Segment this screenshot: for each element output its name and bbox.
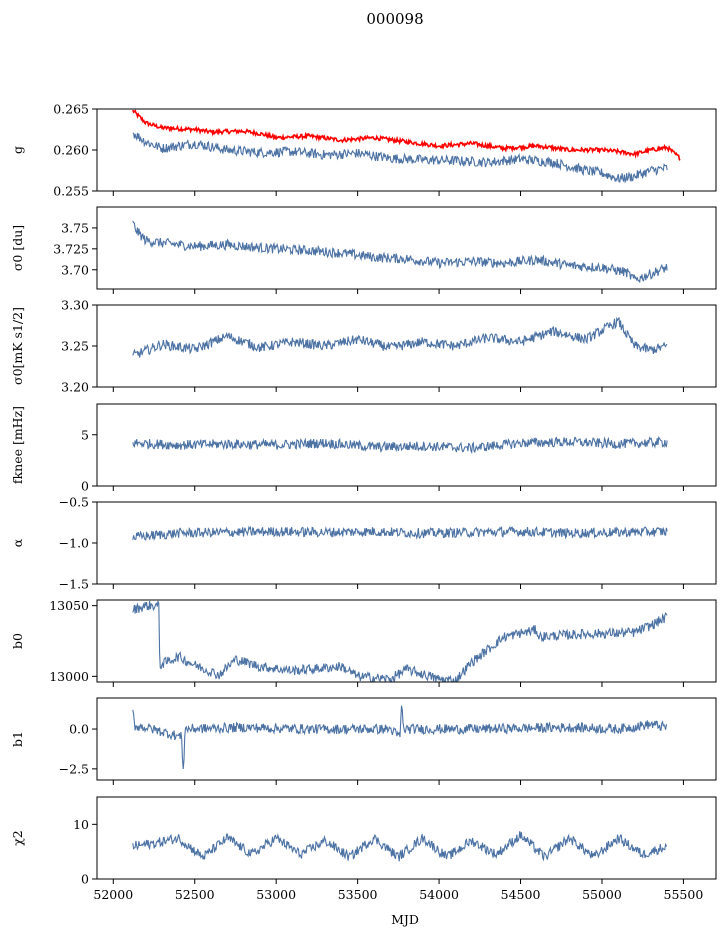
x-tick-label: 54500	[501, 887, 541, 902]
x-tick-label: 52000	[93, 887, 133, 902]
y-tick-label: 5	[81, 427, 89, 442]
series-line-1	[132, 109, 681, 161]
y-tick-label: 3.25	[61, 339, 89, 354]
y-tick-label: −1.5	[59, 577, 89, 592]
x-axis-label: MJD	[391, 912, 419, 927]
series-line-2	[132, 132, 668, 184]
axes-frame	[96, 403, 717, 487]
y-axis-label: fknee [mHz]	[10, 406, 25, 484]
axes-frame	[96, 697, 717, 781]
panel-1: 0.255 0.260 0.265 g	[10, 102, 717, 199]
y-tick-label: −2.5	[59, 761, 89, 776]
axes-frame	[96, 501, 717, 585]
axes-frame	[96, 599, 717, 683]
y-axis-label: b0	[10, 633, 25, 649]
panel-6: 13000 13050 b0	[10, 598, 717, 687]
series-line-1	[132, 435, 668, 455]
figure-title: 000098	[366, 10, 423, 28]
series-line-1	[132, 705, 668, 769]
y-axis-label: σ0[mK s1/2]	[10, 307, 25, 385]
series-line-1	[132, 831, 668, 862]
x-tick-label: 52500	[175, 887, 215, 902]
series-line-1	[132, 316, 668, 358]
panel-4: 0 5 fknee [mHz]	[10, 403, 717, 494]
y-axis-label: χ2	[10, 830, 25, 846]
y-axis-label: σ0 [du]	[10, 225, 25, 271]
axes-frame	[96, 796, 717, 880]
panel-7: −2.5 0.0 b1	[10, 697, 717, 785]
y-tick-label: 3.70	[61, 262, 89, 277]
y-tick-label: 0	[81, 479, 89, 494]
y-tick-label: 13050	[49, 598, 89, 613]
panels: 0.255 0.260 0.265 g 3.70 3.725 3.75 σ0 [du] 3.20…	[10, 102, 717, 902]
x-tick-label: 54000	[419, 887, 459, 902]
y-tick-label: 0.0	[69, 722, 89, 737]
series-line-1	[132, 525, 668, 541]
y-tick-label: 3.30	[61, 298, 89, 313]
series-line-1	[132, 600, 668, 682]
y-tick-label: 13000	[49, 669, 89, 684]
y-tick-label: −1.0	[59, 536, 89, 551]
y-tick-label: 0.260	[53, 143, 89, 158]
panel-8: 0 10 52000 52500 53000 53500 54000 54500 55000 55…	[10, 796, 717, 902]
panel-3: 3.20 3.25 3.30 σ0[mK s1/2]	[10, 298, 717, 395]
x-tick-label: 53500	[338, 887, 378, 902]
panel-5: −1.5 −1.0 −0.5 α	[10, 495, 717, 592]
y-axis-label: g	[10, 146, 25, 154]
y-tick-label: 3.75	[61, 220, 89, 235]
x-tick-label: 55500	[664, 887, 704, 902]
y-tick-label: 0	[81, 872, 89, 887]
panel-2: 3.70 3.725 3.75 σ0 [du]	[10, 206, 717, 294]
y-tick-label: 0.255	[53, 184, 89, 199]
y-axis-label: α	[10, 538, 25, 547]
y-tick-label: 0.265	[53, 102, 89, 117]
y-axis-label: b1	[10, 731, 25, 747]
axes-frame	[96, 206, 717, 290]
x-tick-label: 53000	[256, 887, 296, 902]
y-tick-label: 10	[73, 817, 89, 832]
series-line-1	[132, 220, 668, 284]
x-tick-label: 55000	[582, 887, 622, 902]
y-tick-label: 3.20	[61, 380, 89, 395]
y-tick-label: 3.725	[53, 241, 89, 256]
y-tick-label: −0.5	[59, 495, 89, 510]
